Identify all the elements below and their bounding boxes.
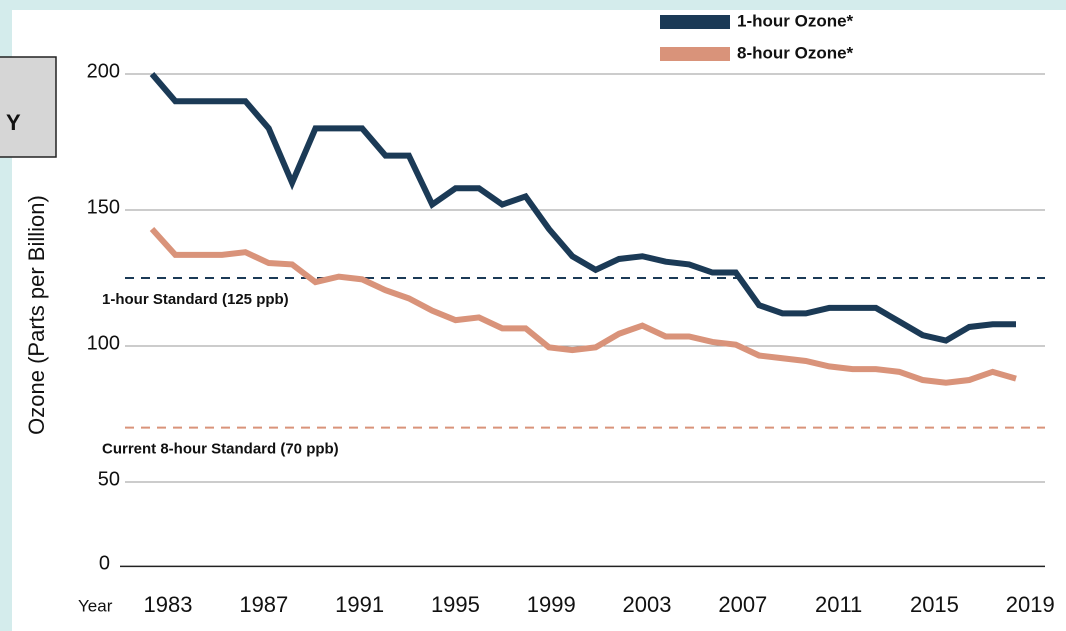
side-label: Y [6, 110, 21, 135]
panel [12, 10, 1066, 631]
x-tick-label: 2011 [815, 592, 862, 617]
x-tick-label: 1987 [239, 592, 288, 617]
series-line [149, 227, 1017, 386]
side-box [0, 56, 57, 158]
x-tick-label: 2019 [1006, 592, 1055, 617]
y-tick-label: 100 [87, 332, 120, 354]
x-tick-label: 2015 [910, 592, 959, 617]
y-tick-label: 50 [98, 468, 120, 490]
legend-label: 1-hour Ozone* [737, 11, 854, 30]
x-tick-label: 2003 [623, 592, 672, 617]
x-tick-label: 1991 [335, 592, 384, 617]
y-baseline-label: 0 [99, 553, 110, 575]
x-tick-label: 1983 [144, 592, 193, 617]
x-tick-label: 2007 [718, 592, 767, 617]
x-tick-label: 1995 [431, 592, 480, 617]
series-line [149, 72, 1016, 344]
legend-swatch [660, 47, 730, 61]
y-axis-label: Ozone (Parts per Billion) [24, 195, 49, 435]
legend-swatch [660, 15, 730, 29]
reference-label: 1-hour Standard (125 ppb) [102, 291, 289, 308]
y-tick-label: 150 [87, 196, 120, 218]
reference-label: Current 8-hour Standard (70 ppb) [102, 441, 339, 458]
y-tick-label: 200 [87, 60, 120, 82]
x-tick-label: 1999 [527, 592, 576, 617]
legend-label: 8-hour Ozone* [737, 43, 854, 62]
x-axis-label: Year [78, 596, 113, 615]
